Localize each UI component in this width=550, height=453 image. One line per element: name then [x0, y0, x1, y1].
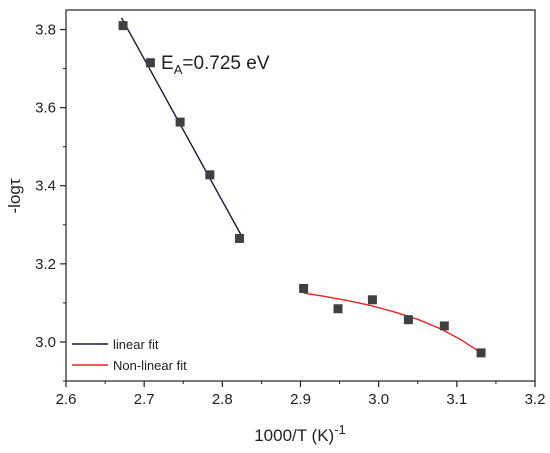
data-point: [235, 233, 245, 243]
y-tick-label: 3.4: [35, 178, 56, 195]
data-point: [118, 21, 128, 31]
y-tick-label: 3.0: [35, 334, 56, 351]
legend-label-linear-fit: linear fit: [113, 337, 159, 352]
axis-ticks: 2.6 2.7 2.8 2.9 3.0 3.1 3.2 3.0 3.2 3.4 3.6 3.8: [35, 22, 545, 408]
x-tick-label: 2.7: [134, 391, 155, 408]
legend-label-non-linear-fit: Non-linear fit: [113, 358, 187, 373]
legend: linear fit Non-linear fit: [72, 337, 187, 373]
series-layer: [118, 17, 486, 358]
plot-frame: [65, 9, 536, 382]
x-tick-label: 2.9: [290, 391, 311, 408]
y-tick-label: 3.8: [35, 22, 56, 39]
x-tick-label: 2.8: [212, 391, 233, 408]
data-point: [205, 170, 215, 180]
x-tick-label: 3.2: [525, 391, 546, 408]
data-point: [175, 117, 185, 127]
y-axis-label: -logτ: [5, 178, 24, 213]
data-point: [299, 283, 309, 293]
data-point: [403, 315, 413, 325]
data-point: [333, 304, 343, 314]
non-linear-fit-curve: [303, 292, 482, 354]
x-tick-label: 3.1: [446, 391, 467, 408]
data-point: [145, 58, 155, 68]
linear-fit-line: [120, 17, 243, 237]
energy-annotation: EA=0.725 eV: [161, 53, 270, 77]
x-tick-label: 3.0: [368, 391, 389, 408]
y-tick-label: 3.2: [35, 256, 56, 273]
data-point: [367, 295, 377, 305]
x-tick-label: 2.6: [56, 391, 77, 408]
y-tick-label: 3.6: [35, 100, 56, 117]
x-axis-label: 1000/T (K)-1: [254, 422, 346, 445]
data-point: [476, 348, 486, 358]
data-point: [439, 321, 449, 331]
